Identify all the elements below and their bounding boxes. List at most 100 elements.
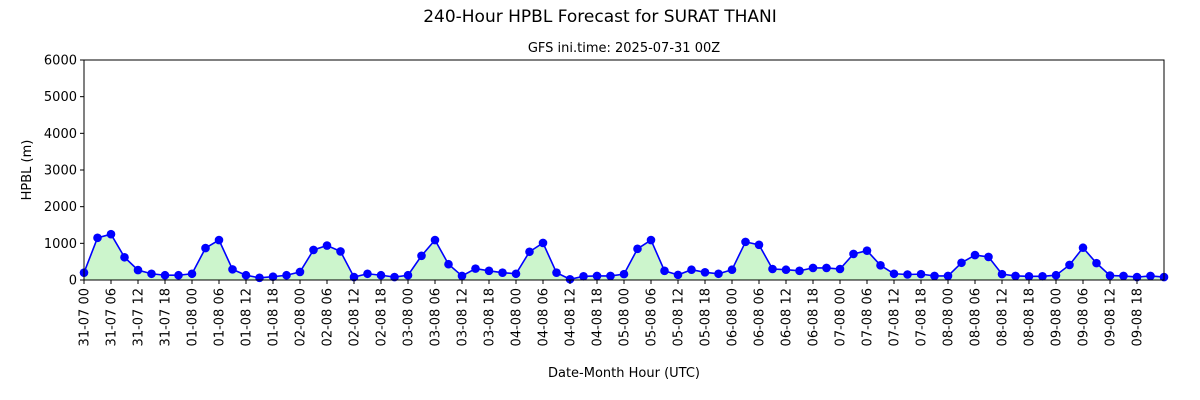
- data-point: [957, 258, 966, 268]
- x-tick-label: 01-08 18: [267, 288, 282, 346]
- y-axis-label: HPBL (m): [20, 140, 35, 201]
- data-point: [619, 269, 629, 279]
- x-tick-label: 05-08 06: [645, 288, 660, 346]
- data-point: [106, 229, 116, 239]
- x-tick-label: 04-08 00: [510, 288, 525, 346]
- x-tick-label: 05-08 18: [699, 288, 714, 346]
- x-tick-label: 03-08 12: [456, 288, 471, 346]
- data-point: [673, 270, 683, 280]
- x-tick-label: 02-08 12: [348, 288, 363, 346]
- data-point: [1051, 270, 1061, 280]
- data-point: [1024, 272, 1034, 281]
- data-point: [633, 244, 642, 254]
- data-point: [93, 233, 102, 243]
- data-point: [930, 271, 939, 281]
- x-tick-label: 01-08 06: [213, 288, 228, 346]
- data-point: [498, 268, 507, 277]
- y-tick-label: 1000: [44, 237, 77, 252]
- data-point: [754, 240, 764, 250]
- x-tick-label: 31-07 18: [159, 288, 174, 346]
- y-tick-label: 5000: [44, 90, 77, 105]
- x-tick-label: 04-08 06: [537, 288, 552, 346]
- chart-subtitle: GFS ini.time: 2025-07-31 00Z: [528, 41, 720, 56]
- data-point: [120, 252, 129, 262]
- data-point: [322, 241, 332, 250]
- x-tick-label: 07-08 06: [861, 288, 876, 346]
- data-point: [160, 270, 170, 280]
- x-tick-label: 31-07 06: [105, 288, 120, 346]
- x-tick-label: 04-08 18: [591, 288, 606, 346]
- data-point: [1132, 272, 1142, 282]
- data-point: [1092, 258, 1101, 268]
- data-point: [1119, 271, 1128, 281]
- data-point: [700, 268, 710, 277]
- data-point: [471, 264, 480, 273]
- x-tick-label: 08-08 00: [942, 288, 957, 346]
- data-point: [795, 266, 804, 276]
- data-point: [943, 271, 953, 281]
- x-tick-label: 03-08 06: [429, 288, 444, 346]
- data-point: [984, 252, 993, 262]
- x-tick-label: 01-08 12: [240, 288, 255, 346]
- x-tick-label: 31-07 12: [132, 288, 147, 346]
- plot-frame: [83, 59, 1165, 281]
- x-tick-label: 08-08 12: [996, 288, 1011, 346]
- data-point: [430, 235, 440, 245]
- data-point: [970, 250, 980, 260]
- x-tick-label: 02-08 00: [294, 288, 309, 346]
- data-point: [1146, 271, 1155, 281]
- x-tick-label: 06-08 18: [807, 288, 822, 346]
- data-point: [646, 235, 656, 245]
- x-axis: 31-07 00 31-07 06 31-07 12 31-07 18 01-08 00…: [78, 280, 1146, 346]
- data-point: [835, 264, 845, 274]
- data-point: [511, 269, 521, 279]
- data-point: [552, 268, 561, 277]
- data-point: [808, 263, 818, 273]
- x-tick-label: 06-08 06: [753, 288, 768, 346]
- x-tick-label: 03-08 18: [483, 288, 498, 346]
- data-point: [903, 270, 912, 279]
- data-point: [579, 272, 588, 281]
- chart-title: 240-Hour HPBL Forecast for SURAT THANI: [423, 7, 777, 27]
- data-point: [417, 251, 426, 261]
- x-tick-label: 04-08 12: [564, 288, 579, 346]
- data-point: [525, 247, 534, 257]
- data-point: [1011, 271, 1020, 281]
- y-tick-label: 2000: [44, 200, 77, 215]
- data-point: [309, 245, 318, 255]
- data-point: [727, 265, 737, 275]
- data-point: [336, 247, 345, 256]
- data-point: [147, 269, 156, 279]
- data-point: [1065, 260, 1074, 270]
- data-points: [79, 229, 1169, 284]
- data-point: [997, 269, 1007, 279]
- data-point: [916, 269, 926, 279]
- data-point: [174, 270, 183, 280]
- data-point: [484, 266, 494, 276]
- data-point: [201, 243, 210, 253]
- y-axis: 0 1000 2000 3000 4000 5000 6000: [44, 54, 84, 289]
- y-tick-label: 3000: [44, 164, 77, 179]
- data-point: [376, 270, 386, 280]
- data-point: [363, 269, 372, 279]
- data-point: [349, 272, 359, 282]
- data-point: [295, 267, 305, 277]
- x-tick-label: 08-08 18: [1023, 288, 1038, 346]
- data-point: [606, 271, 615, 281]
- x-tick-label: 09-08 12: [1104, 288, 1119, 346]
- x-tick-label: 09-08 06: [1077, 288, 1092, 346]
- x-tick-label: 06-08 00: [726, 288, 741, 346]
- data-point: [1105, 271, 1115, 280]
- data-point: [255, 273, 264, 283]
- data-point: [133, 265, 143, 275]
- data-point: [538, 238, 548, 248]
- data-point: [592, 271, 602, 281]
- data-point: [228, 265, 237, 274]
- data-point: [876, 261, 885, 270]
- x-tick-label: 02-08 06: [321, 288, 336, 346]
- x-tick-label: 07-08 18: [915, 288, 930, 346]
- data-point: [714, 269, 723, 279]
- data-point: [1078, 243, 1088, 253]
- data-point: [214, 235, 224, 245]
